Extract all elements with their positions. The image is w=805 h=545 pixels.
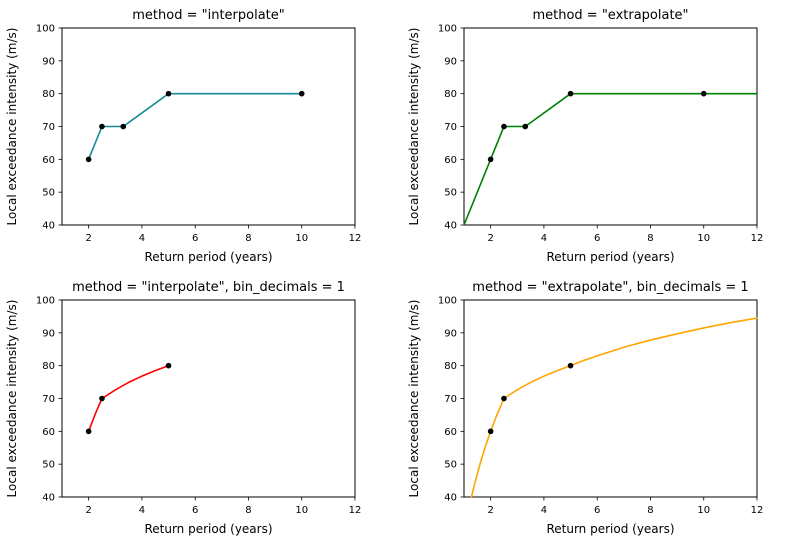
y-tick-label: 60: [42, 155, 55, 166]
y-tick-label: 70: [444, 122, 457, 133]
plot-title: method = "interpolate": [132, 8, 285, 23]
y-tick-label: 90: [42, 328, 55, 339]
data-point: [501, 395, 507, 402]
y-tick-label: 60: [42, 427, 55, 438]
y-axis-label: Local exceedance intensity (m/s): [407, 28, 421, 226]
y-tick-label: 80: [444, 89, 457, 100]
y-tick-label: 40: [42, 221, 55, 232]
x-tick-label: 8: [647, 233, 653, 244]
data-point: [298, 90, 305, 97]
data-point: [120, 123, 127, 130]
x-tick-label: 10: [295, 505, 308, 516]
x-axis-label: Return period (years): [144, 250, 272, 264]
plot-border: [61, 299, 356, 498]
y-tick-label: 40: [444, 493, 457, 504]
x-axis-label: Return period (years): [546, 522, 674, 536]
y-tick-label: 60: [444, 427, 457, 438]
x-tick-label: 6: [594, 505, 600, 516]
y-tick-label: 100: [36, 296, 55, 307]
data-point: [501, 123, 507, 130]
x-tick-label: 2: [487, 505, 493, 516]
chart-canvas-interpolate-binned: 2 4 6 8 10 12 40 50 60 70 80 90 100 method = "interpo…: [5, 280, 362, 536]
y-tick-label: 80: [42, 89, 55, 100]
data-line: [87, 364, 170, 433]
data-point: [567, 90, 574, 97]
data-line: [463, 92, 758, 226]
y-tick-label: 50: [444, 188, 457, 199]
subplot-interpolate: 2 4 6 8 10 12 40 50 60 70 80 90 100 method = "interpo…: [0, 0, 402, 272]
data-point: [99, 123, 105, 130]
x-tick-label: 4: [139, 233, 145, 244]
y-tick-label: 100: [36, 24, 55, 35]
x-tick-label: 8: [245, 505, 251, 516]
data-point: [522, 123, 529, 130]
y-tick-label: 90: [444, 56, 457, 67]
y-tick-label: 50: [42, 460, 55, 471]
data-point: [85, 428, 92, 435]
y-axis-label: Local exceedance intensity (m/s): [5, 28, 19, 226]
x-axis-label: Return period (years): [144, 522, 272, 536]
x-tick-label: 2: [85, 233, 91, 244]
plot-title: method = "extrapolate", bin_decimals = 1: [472, 280, 748, 295]
x-axis-label: Return period (years): [546, 250, 674, 264]
x-tick-label: 10: [295, 233, 308, 244]
x-tick-label: 6: [594, 233, 600, 244]
chart-canvas-extrapolate: 2 4 6 8 10 12 40 50 60 70 80 90 100 method = "extrapo…: [407, 8, 764, 264]
y-axis-label: Local exceedance intensity (m/s): [407, 300, 421, 498]
data-line: [470, 317, 758, 498]
x-tick-label: 10: [697, 505, 710, 516]
data-point: [99, 395, 105, 402]
y-tick-label: 80: [444, 361, 457, 372]
y-tick-label: 50: [444, 460, 457, 471]
data-point: [487, 428, 494, 435]
x-tick-label: 8: [647, 505, 653, 516]
plot-border: [463, 299, 758, 498]
chart-canvas-extrapolate-binned: 2 4 6 8 10 12 40 50 60 70 80 90 100 method = "extrapo…: [407, 280, 764, 536]
x-tick-label: 8: [245, 233, 251, 244]
x-tick-label: 4: [139, 505, 145, 516]
x-tick-label: 12: [349, 233, 362, 244]
y-tick-label: 70: [42, 122, 55, 133]
y-tick-label: 70: [444, 394, 457, 405]
x-tick-label: 6: [192, 505, 198, 516]
data-point: [567, 362, 574, 369]
y-tick-label: 70: [42, 394, 55, 405]
x-tick-label: 12: [349, 505, 362, 516]
y-tick-label: 40: [444, 221, 457, 232]
x-tick-label: 2: [487, 233, 493, 244]
data-point: [85, 156, 92, 163]
x-tick-label: 2: [85, 505, 91, 516]
subplot-extrapolate-binned: 2 4 6 8 10 12 40 50 60 70 80 90 100 method = "extrapo…: [402, 272, 805, 545]
data-point: [700, 90, 707, 97]
y-tick-label: 100: [438, 24, 457, 35]
data-point: [487, 156, 494, 163]
chart-canvas-interpolate: 2 4 6 8 10 12 40 50 60 70 80 90 100 method = "interpo…: [5, 8, 362, 264]
y-tick-label: 50: [42, 188, 55, 199]
plot-title: method = "interpolate", bin_decimals = 1: [72, 280, 345, 295]
subplot-extrapolate: 2 4 6 8 10 12 40 50 60 70 80 90 100 method = "extrapo…: [402, 0, 805, 272]
x-tick-label: 12: [751, 233, 764, 244]
x-tick-label: 10: [697, 233, 710, 244]
y-tick-label: 80: [42, 361, 55, 372]
y-tick-label: 40: [42, 493, 55, 504]
y-tick-label: 90: [42, 56, 55, 67]
y-tick-label: 60: [444, 155, 457, 166]
x-tick-label: 6: [192, 233, 198, 244]
subplot-interpolate-binned: 2 4 6 8 10 12 40 50 60 70 80 90 100 method = "interpo…: [0, 272, 402, 545]
y-axis-label: Local exceedance intensity (m/s): [5, 300, 19, 498]
x-tick-label: 12: [751, 505, 764, 516]
x-tick-label: 4: [541, 233, 547, 244]
data-point: [165, 90, 172, 97]
x-tick-label: 4: [541, 505, 547, 516]
y-tick-label: 100: [438, 296, 457, 307]
data-point: [165, 362, 172, 369]
plot-title: method = "extrapolate": [532, 8, 688, 23]
y-tick-label: 90: [444, 328, 457, 339]
